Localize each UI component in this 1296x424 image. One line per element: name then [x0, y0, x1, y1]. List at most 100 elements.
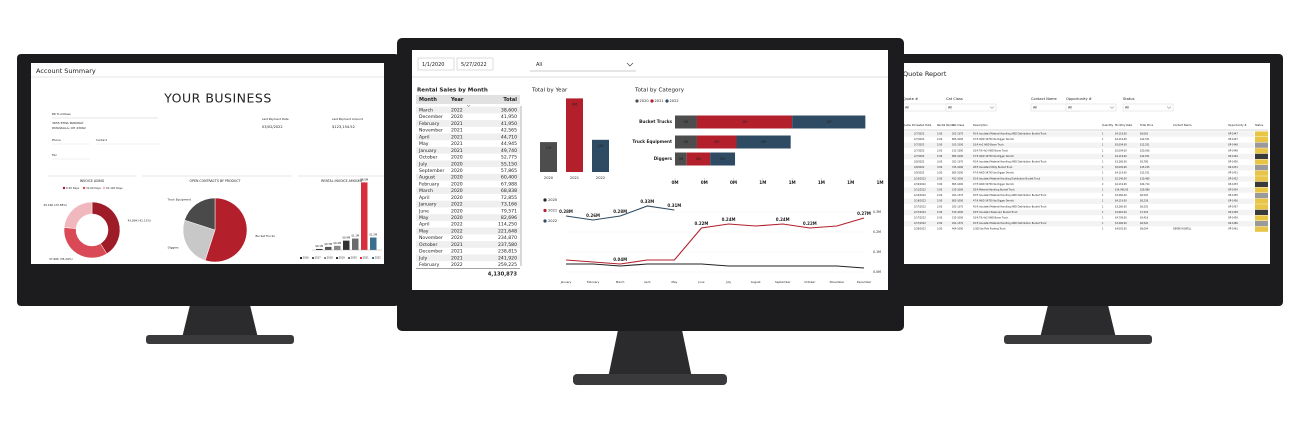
- legend-label: 2020: [548, 198, 558, 202]
- filter-box[interactable]: [902, 103, 954, 112]
- stacked-segment: [710, 152, 736, 166]
- filter-box[interactable]: [1065, 103, 1117, 112]
- x-tick-label: 2021: [570, 176, 579, 180]
- column-header: Created Date: [914, 123, 932, 127]
- table-cell: $3,260.00: [1115, 194, 1127, 197]
- table-cell: 2020: [451, 175, 463, 181]
- stacked-segment: [792, 115, 866, 129]
- scrollbar[interactable]: [520, 106, 522, 266]
- table-cell: May: [419, 141, 429, 147]
- monitor-neck: [608, 330, 692, 378]
- column-header: Quote #: [903, 123, 914, 127]
- row-stripe: [900, 153, 1254, 160]
- row-stripe: [416, 214, 520, 221]
- table-cell: $24,714: [1140, 183, 1150, 186]
- chart-title: Total by Year: [531, 88, 568, 94]
- table-cell: 238,815: [498, 249, 517, 255]
- x-tick-label: 0M: [701, 180, 708, 185]
- table-cell: 44,945: [501, 141, 517, 147]
- legend-swatch: [543, 208, 547, 213]
- legend-label: 2019: [339, 257, 346, 260]
- table-cell: $4,119.00: [1115, 183, 1127, 186]
- table-cell: OP-1451: [1228, 172, 1238, 175]
- table-cell: 114,250: [498, 222, 517, 228]
- point-label: 0.24M: [776, 217, 790, 222]
- table-cell: 404-1000: [952, 228, 964, 231]
- column-header: Opportunity #: [1228, 123, 1247, 127]
- table-cell: 805-1000: [952, 138, 964, 141]
- x-tick-label: April: [644, 280, 651, 284]
- table-cell: 2:00: [937, 217, 943, 220]
- table-cell: OP-1448: [1228, 144, 1238, 147]
- date-input[interactable]: [456, 57, 494, 71]
- table-cell: 2/28/2022: [914, 228, 926, 231]
- bar: [370, 237, 377, 250]
- legend-swatch: [372, 257, 374, 259]
- table-cell: 45 ft Insulated Material Handling AWD Di…: [973, 222, 1047, 225]
- column-header: Description: [973, 123, 988, 127]
- monitor-neck: [182, 305, 258, 338]
- column-header: Total Price: [1140, 123, 1154, 127]
- table-cell: November: [419, 128, 443, 134]
- row-stripe: [900, 142, 1254, 148]
- field-label: Fax: [52, 153, 57, 157]
- table-cell: December: [419, 249, 443, 255]
- table-cell: OP-1457: [1228, 205, 1238, 208]
- legend-label: 0-30 Days: [66, 186, 80, 190]
- legend-swatch: [650, 99, 654, 103]
- table-cell: $6,520: [1140, 222, 1149, 225]
- table-cell: OP-1454: [1228, 189, 1238, 192]
- point-label: 0.33M: [640, 199, 654, 204]
- point-label: 0.04M: [613, 257, 627, 262]
- table-cell: 2/17/2022: [914, 205, 926, 208]
- table-cell: 1: [1102, 222, 1104, 225]
- table-cell: OP-1447: [1228, 133, 1238, 136]
- segment-label: 1M: [742, 120, 747, 124]
- y-tick-label: 0.3M: [873, 210, 881, 214]
- status-cell: [1255, 187, 1268, 193]
- legend-swatch: [102, 186, 106, 190]
- table-cell: May: [419, 228, 429, 234]
- legend-swatch: [635, 99, 639, 103]
- table-cell: March: [419, 188, 433, 194]
- legend-swatch: [62, 186, 66, 190]
- date-value: 1/1/2020: [422, 62, 444, 68]
- x-tick-label: 1M: [847, 180, 854, 185]
- table-cell: 1: [1102, 189, 1104, 192]
- filter-box[interactable]: [945, 103, 997, 112]
- table-cell: 2/9/2022: [914, 172, 925, 175]
- monitor-base: [573, 374, 727, 385]
- table-cell: $4,709.00: [1115, 217, 1127, 220]
- y-tick-label: 0.1M: [873, 250, 881, 254]
- column-header: Year: [450, 97, 464, 103]
- table-cell: 805-1000: [952, 200, 964, 203]
- filter-box[interactable]: [1122, 103, 1174, 112]
- table-cell: 41,950: [501, 121, 517, 127]
- segment-label: 1M: [826, 120, 831, 124]
- table-cell: 2/10/2022: [914, 183, 926, 186]
- column-header: Quantity: [1102, 123, 1114, 127]
- table-cell: 2:00: [937, 200, 943, 203]
- slice-name: Truck Equipment: [166, 197, 191, 201]
- table-cell: $4,119.00: [1115, 155, 1127, 158]
- table-cell: 44,710: [501, 134, 517, 140]
- table-cell: 1: [1102, 194, 1104, 197]
- table-cell: 1: [1102, 205, 1104, 208]
- date-input[interactable]: [417, 57, 455, 71]
- stacked-segment: [696, 135, 737, 149]
- table-cell: 151-1500: [952, 149, 964, 152]
- table-cell: 101-1500: [952, 144, 964, 147]
- row-stripe: [416, 133, 520, 141]
- filter-label: Cat Class: [946, 97, 963, 101]
- table-cell: 2022: [451, 222, 463, 228]
- table-cell: $29,980: [1140, 189, 1150, 192]
- table-cell: OP-1455: [1228, 194, 1238, 197]
- table-cell: 45 ft Insulated Material Handling AWD Di…: [973, 161, 1047, 164]
- filter-value: All: [948, 106, 952, 110]
- x-tick-label: October: [804, 280, 816, 284]
- table-cell: 155-1000: [952, 189, 964, 192]
- right-monitor: Quote Report Quote # All Cat Class All Contac…: [893, 54, 1283, 344]
- x-tick-label: May: [671, 280, 677, 284]
- field-value: 03/02/2022: [262, 125, 283, 129]
- row-stripe: [900, 176, 1254, 182]
